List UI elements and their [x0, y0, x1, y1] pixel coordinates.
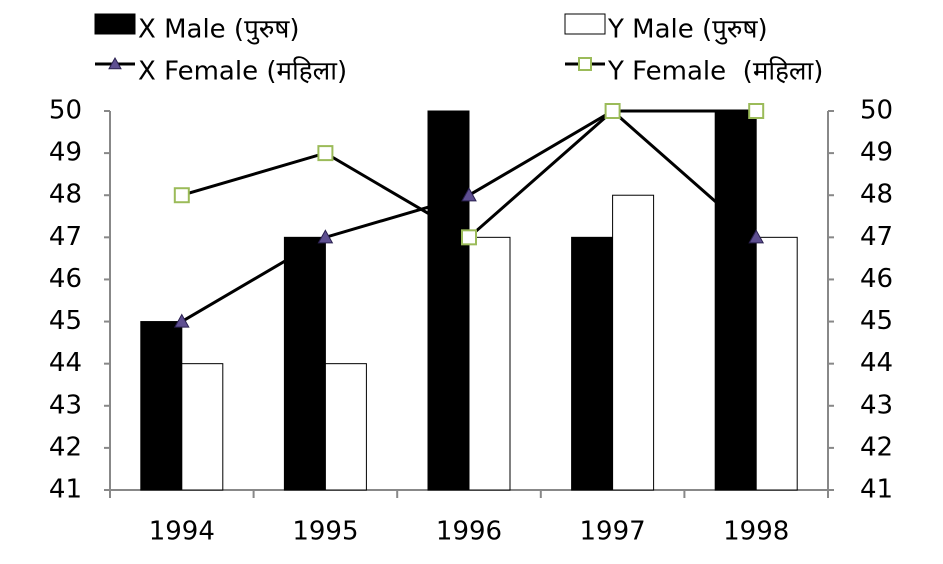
marker	[173, 187, 190, 204]
y-tick-label: 47	[49, 222, 82, 252]
y2-tick-label: 41	[860, 475, 893, 505]
y-tick-label: 48	[49, 180, 82, 210]
y2-tick-label: 42	[860, 432, 893, 462]
legend-label: X Female (महिला)	[138, 56, 347, 87]
legend-label: X Male (पुरुष)	[138, 15, 300, 45]
bar	[283, 236, 326, 491]
marker	[748, 229, 765, 244]
bar	[571, 236, 614, 491]
marker	[461, 187, 477, 202]
legend-label: Y Female (महिला)	[607, 56, 823, 87]
marker	[173, 313, 190, 328]
legend-label: Y Male (पुरुष)	[607, 15, 768, 45]
marker	[604, 103, 621, 119]
y2-tick-label: 50	[860, 96, 893, 126]
marker	[461, 229, 477, 246]
y-tick-label: 49	[49, 138, 82, 168]
y2-tick-label: 47	[860, 222, 893, 252]
y-tick-label: 46	[49, 264, 82, 294]
y2-tick-label: 48	[860, 180, 893, 210]
x-tick-label: 1998	[723, 517, 789, 547]
y2-tick-label: 45	[860, 306, 893, 336]
legend-swatch	[564, 13, 606, 35]
x-tick-label: 1995	[292, 517, 358, 547]
legend-marker	[578, 57, 592, 71]
y-tick-label: 42	[49, 432, 82, 462]
y2-tick-label: 44	[860, 348, 893, 378]
marker	[317, 145, 334, 162]
marker	[317, 229, 334, 244]
y-tick-label: 41	[49, 475, 82, 505]
marker	[748, 103, 765, 119]
x-tick-label: 1994	[149, 517, 215, 547]
y2-tick-label: 46	[860, 264, 893, 294]
legend-swatch	[94, 13, 136, 35]
bar	[612, 194, 655, 491]
y-tick-label: 45	[49, 306, 82, 336]
bar	[468, 236, 511, 491]
y2-tick-label: 43	[860, 390, 893, 420]
bar	[714, 110, 757, 491]
legend-marker	[108, 56, 122, 70]
x-tick-label: 1997	[580, 517, 646, 547]
bar	[427, 110, 470, 491]
bar	[140, 321, 183, 491]
x-tick-label: 1996	[436, 517, 502, 547]
y-tick-label: 50	[49, 96, 82, 126]
y2-tick-label: 49	[860, 138, 893, 168]
bar	[324, 363, 367, 491]
bar	[755, 236, 798, 491]
bar	[181, 363, 224, 491]
y-tick-label: 44	[49, 348, 82, 378]
y-tick-label: 43	[49, 390, 82, 420]
